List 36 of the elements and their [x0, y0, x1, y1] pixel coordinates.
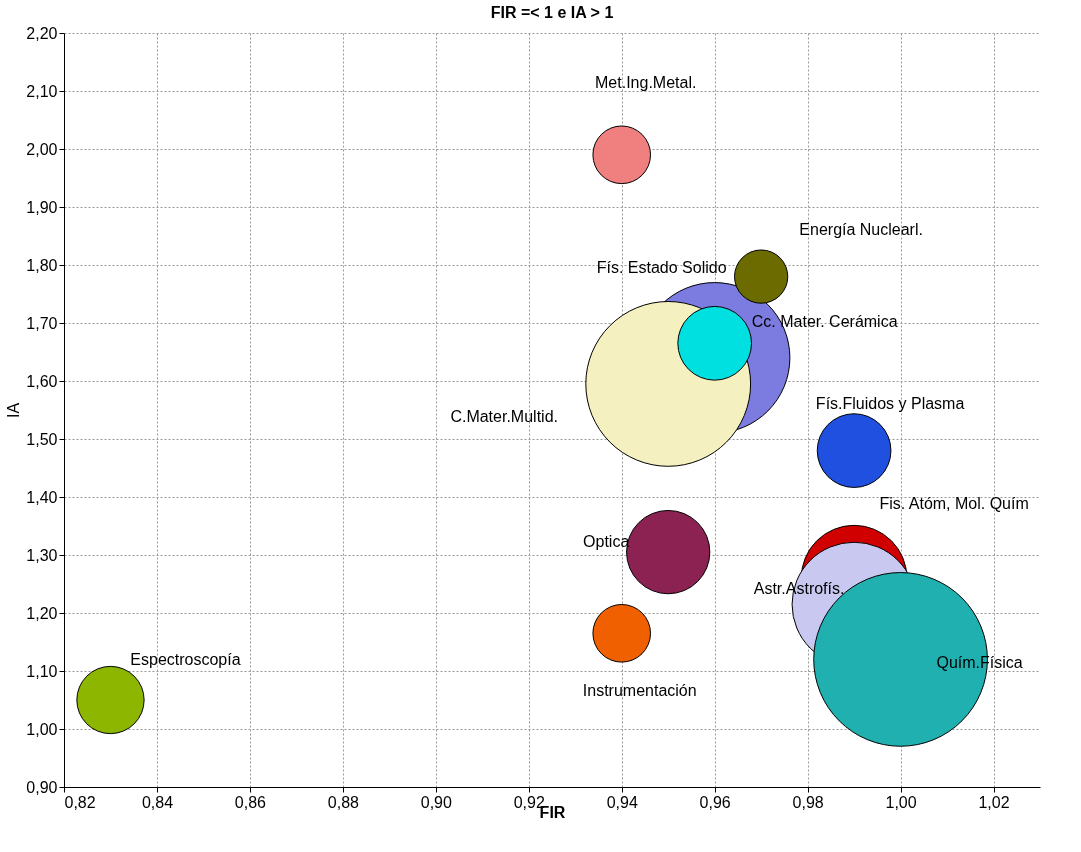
x-tick-label: 0,82: [64, 793, 96, 811]
series-label: Instrumentación: [582, 682, 697, 700]
series-label: Fís.Fluidos y Plasma: [815, 394, 965, 412]
y-tick-label: 2,00: [26, 140, 58, 158]
series-label: Fis. Atóm, Mol. Quím: [879, 495, 1029, 513]
y-axis-title: IA: [5, 402, 23, 419]
series-label: Espectroscopía: [130, 651, 241, 668]
series-label: Energía Nuclearl.: [799, 220, 923, 238]
y-tick-label: 1,40: [26, 488, 58, 506]
series-label: Fís. Estado Solido: [596, 258, 727, 276]
series-label: Astr.Astrofís.: [753, 580, 845, 598]
series-label: Cc. Mater. Cerámica: [751, 313, 898, 331]
y-tick-label: 1,70: [26, 314, 58, 332]
y-tick-label: 1,30: [26, 546, 58, 564]
y-tick-label: 1,20: [26, 604, 58, 622]
x-tick-label: 0,86: [234, 793, 267, 811]
y-tick-label: 1,90: [26, 198, 58, 216]
x-tick-label: 1,02: [978, 793, 1010, 811]
y-tick-label: 1,80: [26, 256, 58, 274]
x-tick-label: 0,98: [792, 793, 824, 811]
y-tick-label: 1,00: [26, 720, 58, 738]
y-tick-label: 0,90: [26, 778, 58, 796]
y-tick-label: 2,20: [26, 24, 58, 42]
text: Met.Ing.Metal.: [595, 73, 697, 91]
x-tick-label: 0,90: [420, 793, 452, 811]
x-tick-label: 0,84: [141, 793, 174, 811]
y-tick-label: 1,60: [26, 372, 58, 390]
x-tick-label: 0,96: [699, 793, 731, 811]
y-tick-label: 1,10: [26, 662, 58, 680]
x-tick-label: 0,88: [327, 793, 360, 811]
x-tick-label: 0,94: [606, 793, 638, 811]
series-label: C.Mater.Multid.: [450, 407, 558, 425]
chart-title: FIR =< 1 e IA > 1: [490, 4, 614, 21]
x-tick-label: 1,00: [885, 793, 917, 811]
y-tick-label: 2,10: [26, 82, 58, 100]
y-tick-label: 1,50: [26, 430, 58, 448]
